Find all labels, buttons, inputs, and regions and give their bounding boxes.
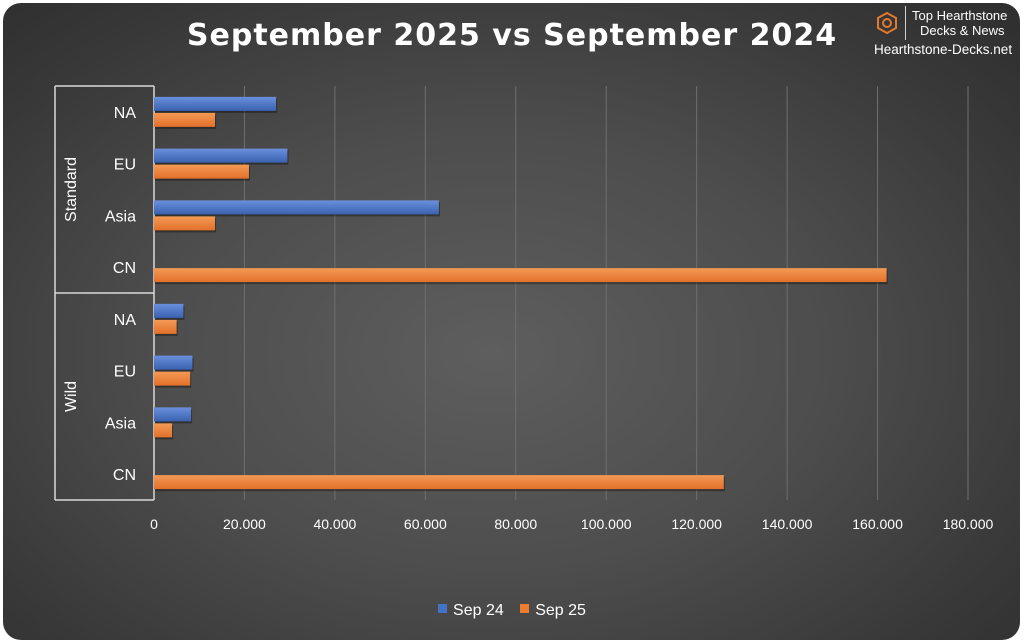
x-tick-label: 140.000 [762,516,813,532]
bar-sep25 [154,319,177,334]
x-tick-label: 180.000 [943,516,994,532]
category-label: EU [114,364,136,381]
axis-labels: 0 20.000 40.000 60.000 80.000 100.000 120.000 1… [63,105,994,532]
brand-block: Top Hearthstone Decks & News Hearthstone… [872,4,1022,62]
brand-tagline-line2: Decks & News [920,23,1005,38]
x-tick-label: 0 [150,516,158,532]
legend-swatch-sep24 [438,604,448,614]
legend: Sep 24 Sep 25 [0,602,1024,620]
category-label: EU [114,157,136,174]
bars [154,96,888,492]
legend-label-sep25: Sep 25 [535,602,586,619]
bar-sep24 [154,96,277,111]
category-label: NA [114,312,137,329]
bar-sep25 [154,268,887,283]
category-label: Asia [105,208,136,225]
group-label: Wild [63,381,80,412]
x-tick-label: 120.000 [671,516,722,532]
bar-sep24 [154,303,184,318]
x-tick-label: 60.000 [404,516,447,532]
brand-divider [905,6,906,40]
bar-sep25 [154,371,191,386]
category-label: NA [114,105,137,122]
category-label: Asia [105,415,136,432]
chart-title: September 2025 vs September 2024 [186,18,838,53]
bar-sep25 [154,475,724,490]
grid-lines [243,86,969,500]
brand-tagline-line1: Top Hearthstone [912,8,1008,23]
legend-swatch-sep25 [520,604,530,614]
category-axis [54,85,155,501]
brand-site-name: Hearthstone-Decks.net [874,42,1013,57]
bar-sep25 [154,216,216,231]
x-tick-label: 100.000 [581,516,632,532]
bar-sep24 [154,148,288,163]
group-label: Standard [63,157,80,222]
bar-sep24 [154,407,192,422]
x-tick-label: 160.000 [852,516,903,532]
bar-sep25 [154,112,216,127]
bar-sep24 [154,355,193,370]
x-tick-label: 80.000 [494,516,537,532]
hearthstone-logo-icon [877,12,897,34]
bar-sep25 [154,423,173,438]
legend-item-sep24: Sep 24 [438,602,504,620]
x-tick-label: 20.000 [223,516,266,532]
category-label: CN [113,260,136,277]
x-tick-label: 40.000 [313,516,356,532]
legend-label-sep24: Sep 24 [453,602,504,619]
category-label: CN [113,467,136,484]
legend-item-sep25: Sep 25 [520,602,586,620]
bar-sep25 [154,164,249,179]
bar-sep24 [154,200,439,215]
